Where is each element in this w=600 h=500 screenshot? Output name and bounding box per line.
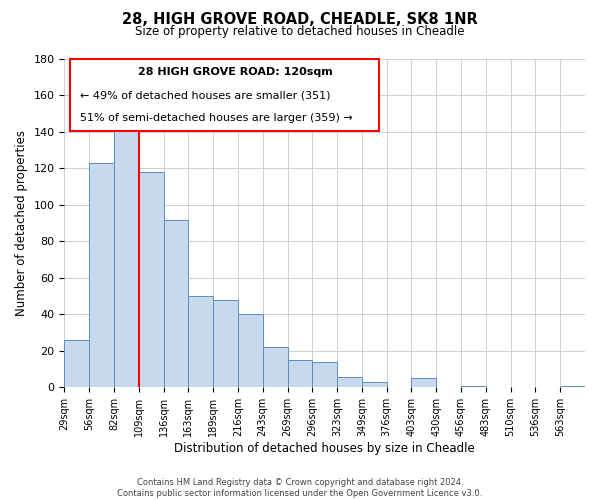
Bar bbox=[287, 360, 313, 388]
Bar bbox=[114, 114, 139, 388]
Bar bbox=[213, 300, 238, 388]
X-axis label: Distribution of detached houses by size in Cheadle: Distribution of detached houses by size … bbox=[175, 442, 475, 455]
Y-axis label: Number of detached properties: Number of detached properties bbox=[15, 130, 28, 316]
Bar bbox=[64, 340, 89, 388]
Bar bbox=[362, 382, 386, 388]
Text: 28 HIGH GROVE ROAD: 120sqm: 28 HIGH GROVE ROAD: 120sqm bbox=[137, 67, 332, 77]
Bar bbox=[412, 378, 436, 388]
Text: ← 49% of detached houses are smaller (351): ← 49% of detached houses are smaller (35… bbox=[80, 90, 331, 100]
Text: Contains HM Land Registry data © Crown copyright and database right 2024.
Contai: Contains HM Land Registry data © Crown c… bbox=[118, 478, 482, 498]
Text: 51% of semi-detached houses are larger (359) →: 51% of semi-detached houses are larger (… bbox=[80, 114, 353, 124]
Bar bbox=[337, 376, 362, 388]
Bar bbox=[263, 348, 287, 388]
Bar bbox=[461, 386, 486, 388]
Text: 28, HIGH GROVE ROAD, CHEADLE, SK8 1NR: 28, HIGH GROVE ROAD, CHEADLE, SK8 1NR bbox=[122, 12, 478, 28]
Bar bbox=[164, 220, 188, 388]
Text: Size of property relative to detached houses in Cheadle: Size of property relative to detached ho… bbox=[135, 25, 465, 38]
Bar bbox=[188, 296, 213, 388]
Bar bbox=[139, 172, 164, 388]
Bar bbox=[313, 362, 337, 388]
Bar bbox=[238, 314, 263, 388]
Bar bbox=[89, 163, 114, 388]
Bar bbox=[560, 386, 585, 388]
FancyBboxPatch shape bbox=[70, 59, 379, 132]
